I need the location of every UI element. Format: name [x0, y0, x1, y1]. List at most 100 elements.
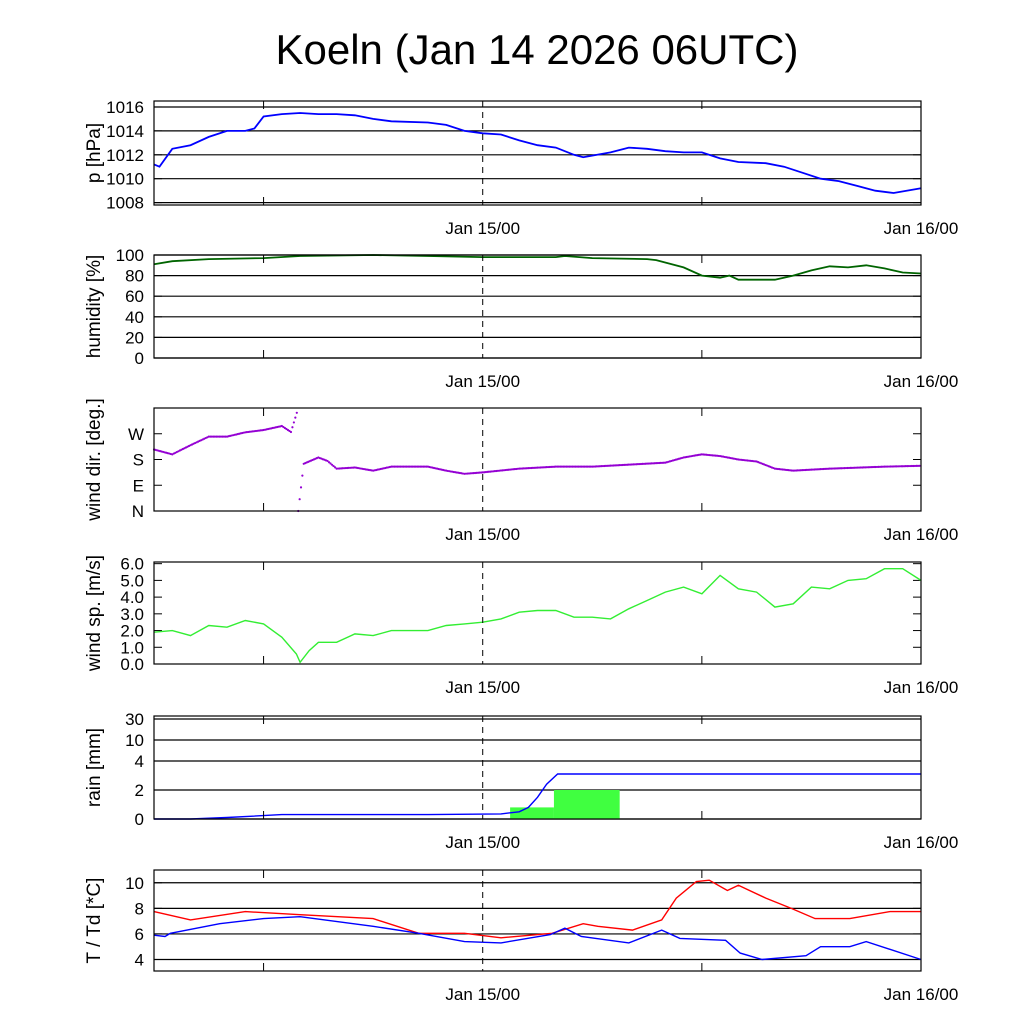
wind-direction-point: [577, 465, 580, 468]
wind-direction-point: [402, 465, 405, 468]
wind-direction-point: [289, 430, 293, 434]
y-tick-label: 40: [125, 308, 144, 327]
wind-direction-point: [589, 465, 592, 468]
wind-direction-point: [301, 474, 304, 477]
y-tick-label: 6: [135, 925, 144, 944]
series-line-humidity: [153, 254, 922, 281]
wind-direction-point: [413, 465, 416, 468]
rain-bar: [510, 807, 554, 819]
wind-direction-point: [390, 465, 393, 468]
wind-direction-point: [212, 435, 215, 438]
x-tick-label: Jan 15/00: [445, 219, 520, 238]
wind-direction-point: [560, 465, 563, 468]
wind-direction-point: [569, 465, 573, 468]
y-tick-label: 1014: [106, 122, 144, 141]
wind-direction-point: [393, 465, 396, 468]
x-tick-label: Jan 15/00: [445, 985, 520, 1004]
wind-direction-point: [329, 462, 332, 465]
y-tick-label: 0.0: [120, 655, 144, 674]
y-tick-label: 1016: [106, 98, 144, 117]
wind-direction-point: [294, 416, 297, 419]
y-axis-label: wind dir. [deg.]: [84, 398, 105, 522]
wind-direction-point: [327, 461, 331, 464]
plot-frame: [153, 100, 922, 206]
y-tick-label: 1008: [106, 194, 144, 213]
wind-direction-point: [405, 465, 408, 468]
wind-direction-point: [575, 465, 579, 468]
wind-direction-point: [333, 466, 337, 469]
y-tick-label: 8: [135, 899, 144, 918]
panel-wind_speed: 0.01.02.03.04.05.06.0 Jan 15/00 Jan 16/00 w…: [84, 555, 958, 697]
plot-frame: [153, 254, 922, 359]
plot-frame: [153, 407, 922, 512]
y-axis-label: p [hPa]: [84, 123, 105, 183]
x-tick-label: Jan 16/00: [884, 525, 959, 544]
wind-direction-point: [583, 465, 586, 468]
wind-direction-point: [391, 465, 395, 468]
y-tick-label: 3.0: [120, 605, 144, 624]
wind-direction-point: [563, 465, 566, 468]
wind-direction-point: [571, 465, 574, 468]
y-tick-label: 4.0: [120, 588, 144, 607]
y-tick-label: E: [133, 476, 144, 495]
wind-direction-point: [330, 463, 334, 466]
wind-direction-point: [414, 465, 417, 468]
wind-direction-point: [557, 465, 560, 468]
y-tick-label: 10: [125, 874, 144, 893]
wind-direction-point: [554, 465, 557, 468]
plot-frame: [153, 869, 922, 972]
y-axis-label: wind sp. [m/s]: [84, 555, 105, 672]
wind-direction-point: [585, 465, 588, 468]
y-tick-label: 20: [125, 328, 144, 347]
y-tick-label: 60: [125, 287, 144, 306]
panel-temperature: 4 6 8 10 Jan 15/00 Jan 16/00 T / Td [*C]: [84, 869, 959, 1004]
wind-direction-point: [559, 465, 562, 468]
series-line-wind-speed: [153, 568, 922, 664]
x-tick-label: Jan 16/00: [884, 219, 959, 238]
panel-pressure: 1008 1010 1012 1014 1016 Jan 15/00 Jan 16/00 p …: [84, 98, 958, 238]
wind-direction-point: [568, 465, 571, 468]
wind-direction-point: [580, 465, 583, 468]
y-tick-label: 6.0: [120, 555, 144, 574]
y-tick-label: N: [132, 502, 144, 521]
wind-direction-point: [399, 465, 402, 468]
wind-direction-point: [221, 435, 224, 438]
wind-direction-point: [422, 465, 425, 468]
wind-direction-point: [216, 435, 220, 438]
y-axis-label: humidity [%]: [84, 255, 105, 358]
x-tick-label: Jan 15/00: [445, 678, 520, 697]
wind-direction-point: [397, 465, 401, 468]
y-tick-label: 0: [135, 349, 144, 368]
y-tick-label: S: [133, 451, 144, 470]
plot-frame: [153, 561, 922, 665]
y-tick-label: 5.0: [120, 571, 144, 590]
wind-direction-point: [224, 435, 227, 438]
y-tick-label: 0: [135, 810, 144, 829]
wind-direction-point: [423, 465, 426, 468]
wind-direction-point: [396, 465, 399, 468]
wind-direction-point: [295, 411, 298, 414]
wind-direction-point: [207, 435, 210, 438]
y-tick-label: 2: [135, 781, 144, 800]
series-line-pressure: [153, 112, 922, 194]
wind-direction-point: [419, 465, 422, 468]
series-line-t: [153, 879, 921, 939]
wind-direction-point: [918, 464, 921, 467]
y-tick-label: 1010: [106, 170, 144, 189]
wind-direction-point: [298, 498, 301, 501]
x-tick-label: Jan 15/00: [445, 372, 520, 391]
wind-direction-point: [222, 435, 226, 438]
wind-direction-point: [326, 459, 329, 463]
wind-direction-point: [582, 465, 585, 468]
x-tick-label: Jan 16/00: [884, 985, 959, 1004]
wind-direction-point: [411, 465, 414, 468]
wind-direction-point: [404, 465, 407, 468]
wind-direction-point: [332, 464, 335, 468]
wind-direction-point: [572, 465, 576, 468]
wind-direction-point: [410, 465, 413, 468]
series-line-td: [153, 915, 922, 961]
